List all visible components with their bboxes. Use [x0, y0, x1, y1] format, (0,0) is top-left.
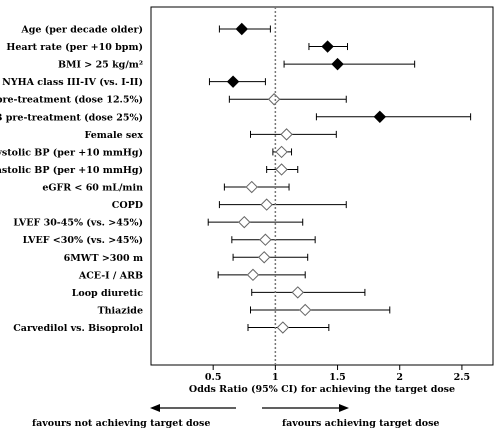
favours-right-label: favours achieving target dose [282, 418, 439, 429]
point-estimate-open [246, 268, 260, 282]
favours-left-arrow [150, 404, 236, 412]
point-estimate-open [291, 286, 304, 299]
point-estimate-filled [321, 40, 334, 53]
point-estimate-open [267, 93, 281, 106]
row-label: Loop diuretic [72, 288, 144, 299]
point-estimate-open [257, 251, 271, 264]
point-estimate-filled [226, 75, 240, 88]
plot-frame [150, 6, 494, 366]
row-label: NYHA class III-IV (vs. I-II) [2, 77, 143, 88]
point-estimate-open [245, 180, 258, 194]
x-tick-label: 2.5 [454, 372, 471, 383]
x-axis-ticks: 0.5 1 1.5 2 2.5 [205, 365, 470, 383]
row-label: ACE-I / ARB [78, 270, 143, 281]
row-label: BB pre-treatment (dose 25%) [0, 112, 143, 123]
point-estimate-open [276, 321, 290, 334]
favours-right-arrow [262, 404, 349, 412]
x-tick-label: 1 [272, 372, 279, 383]
point-estimate-filled [331, 57, 344, 71]
row-label: LVEF 30-45% (vs. >45%) [13, 218, 143, 229]
point-estimate-filled [235, 22, 248, 36]
row-label: BMI > 25 kg/m² [58, 60, 143, 71]
forest-rows: Age (per decade older) Heart rate (per +1… [0, 22, 472, 334]
favours-left-label: favours not achieving target dose [32, 418, 210, 429]
row-label: LVEF <30% (vs. >45%) [23, 235, 143, 246]
point-estimate-open [275, 163, 288, 176]
row-label: BB pre-treatment (dose 12.5%) [0, 95, 143, 106]
row-label: Carvedilol vs. Bisoprolol [13, 323, 143, 334]
row-label: Female sex [85, 130, 144, 141]
point-estimate-filled [373, 110, 387, 124]
point-estimate-open [275, 145, 288, 159]
point-estimate-open [299, 303, 312, 317]
point-estimate-open [259, 233, 272, 246]
row-label: Age (per decade older) [20, 25, 143, 36]
x-axis-title: Odds Ratio (95% CI) for achieving the ta… [189, 384, 455, 395]
point-estimate-open [280, 128, 293, 141]
point-estimate-open [238, 215, 251, 229]
row-label: eGFR < 60 mL/min [42, 183, 143, 194]
row-label: Thiazide [98, 305, 143, 316]
row-label: 6MWT >300 m [64, 253, 143, 264]
row-label: Systolic BP (per +10 mmHg) [0, 147, 143, 158]
row-label: Heart rate (per +10 bpm) [6, 42, 143, 53]
x-tick-label: 1.5 [329, 372, 346, 383]
x-tick-label: 2 [396, 372, 403, 383]
row-label: COPD [112, 200, 143, 211]
point-estimate-open [260, 198, 273, 211]
x-tick-label: 0.5 [205, 372, 222, 383]
row-label: Diastolic BP (per +10 mmHg) [0, 165, 143, 176]
